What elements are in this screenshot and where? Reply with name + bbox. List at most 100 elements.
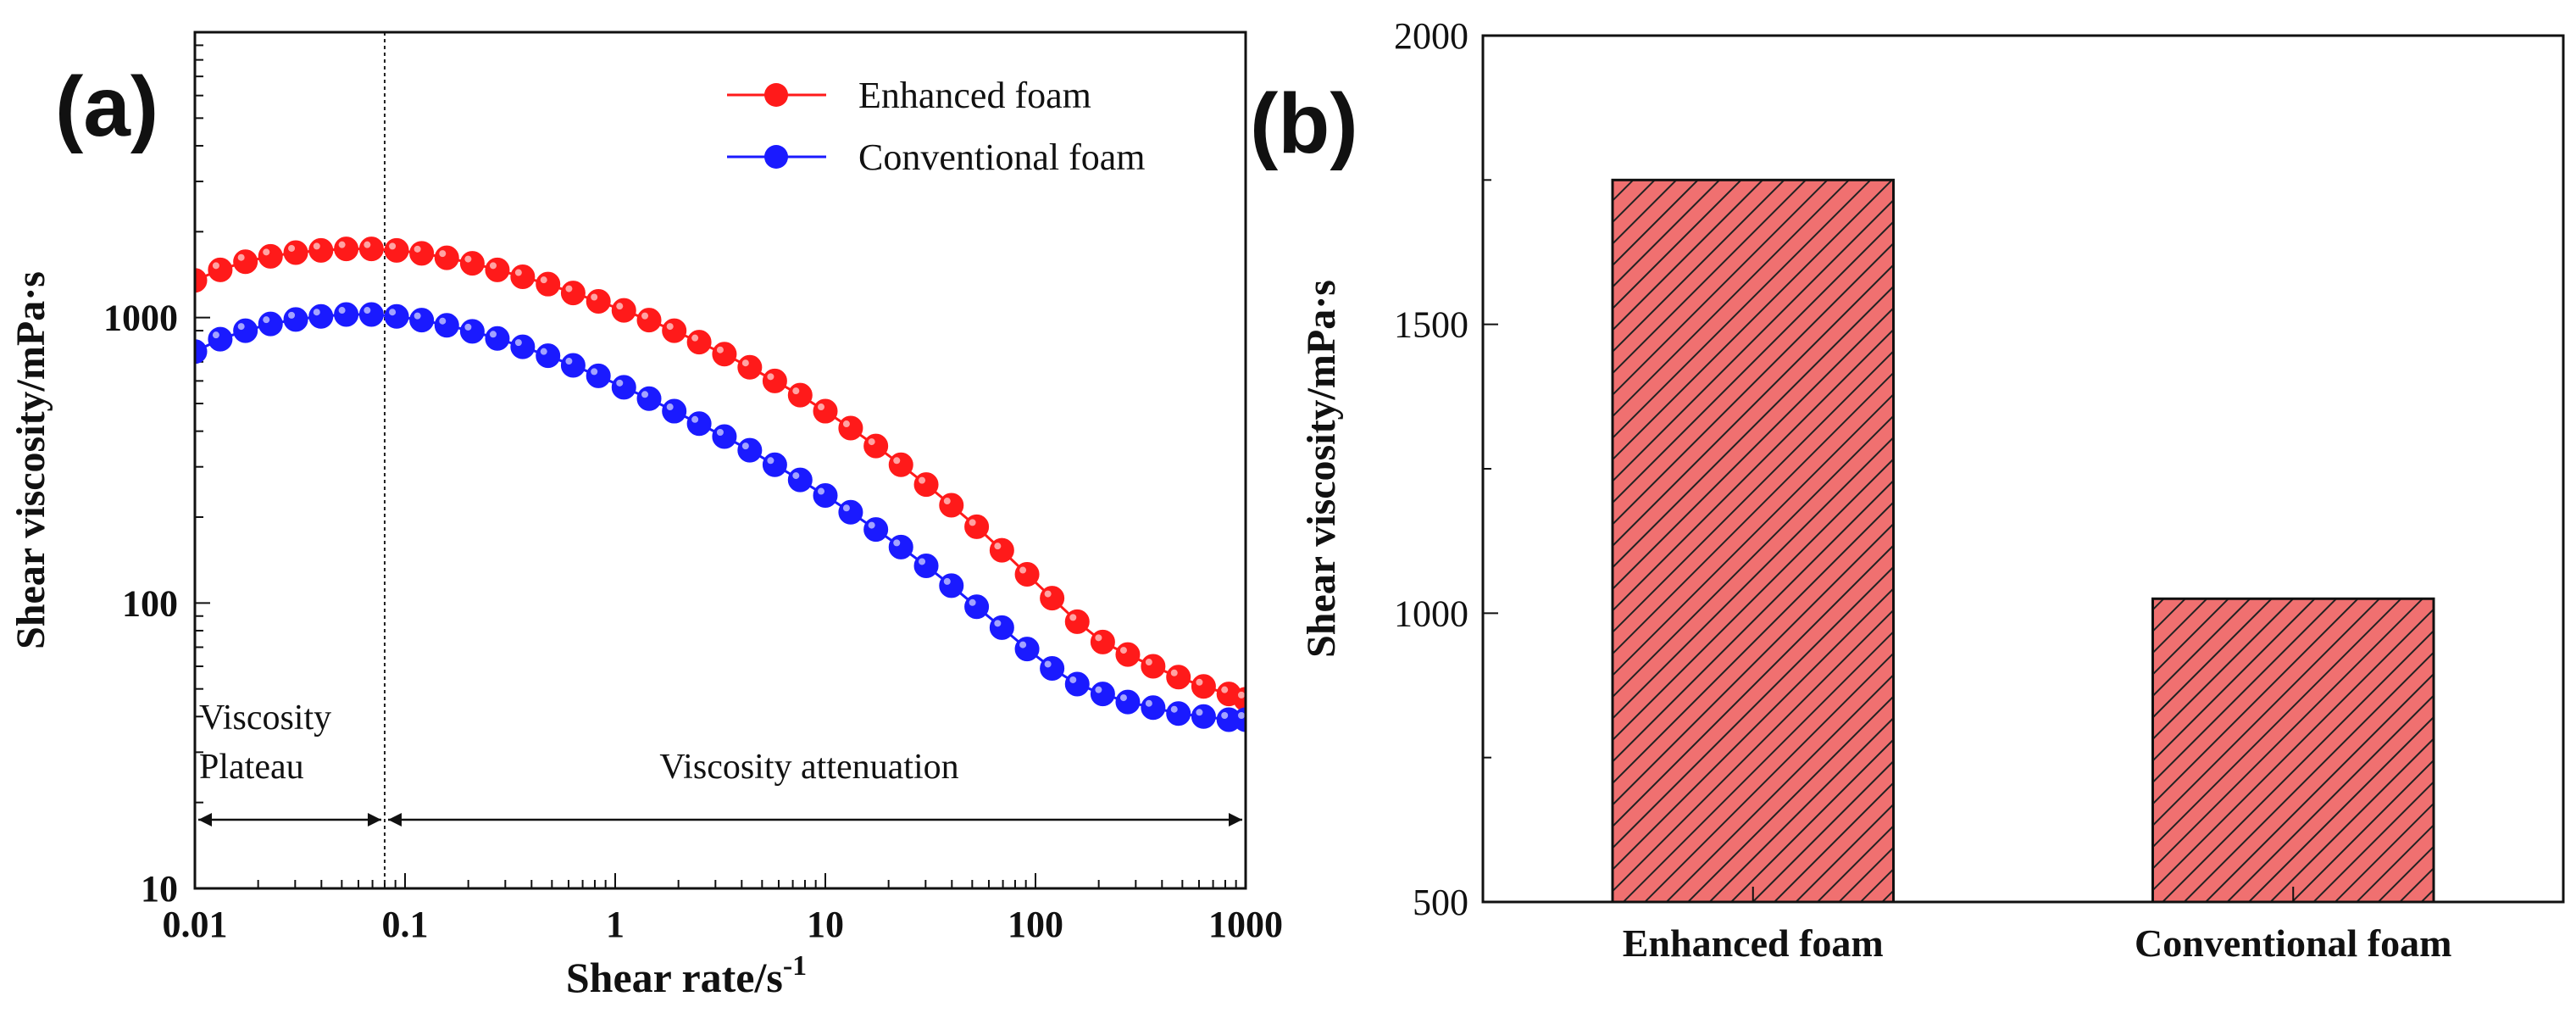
data-point xyxy=(838,499,863,525)
data-point xyxy=(913,472,939,498)
data-point xyxy=(434,245,459,270)
data-point xyxy=(1040,655,1065,681)
bar-conventional-foam xyxy=(2151,597,2435,904)
legend-marker-enhanced xyxy=(764,83,788,107)
data-point-highlight xyxy=(364,241,371,248)
data-point xyxy=(1166,701,1191,726)
data-point-highlight xyxy=(338,241,346,248)
data-point-highlight xyxy=(868,521,875,529)
data-point xyxy=(636,386,662,411)
data-point xyxy=(737,354,763,380)
data-point xyxy=(208,257,233,282)
data-point-highlight xyxy=(1145,659,1152,666)
x-tick-label: 1000 xyxy=(1208,904,1283,945)
data-point xyxy=(1040,586,1065,611)
chart-a-region-arrows xyxy=(198,813,1242,827)
data-point xyxy=(611,298,636,323)
data-point xyxy=(989,537,1014,563)
y-tick-label: 10 xyxy=(141,868,178,910)
data-point xyxy=(1090,629,1115,654)
data-point xyxy=(485,326,510,351)
data-point-highlight xyxy=(1095,686,1102,693)
data-point-highlight xyxy=(741,359,749,367)
data-point xyxy=(964,594,990,620)
chart-a-y-axis-title: Shear viscosity/mPa·s xyxy=(8,271,53,649)
data-point-highlight xyxy=(994,620,1002,627)
data-point-highlight xyxy=(1044,590,1052,598)
data-point xyxy=(1115,642,1141,667)
data-point xyxy=(459,319,485,344)
chart-a-x-axis-title-main: Shear rate/s xyxy=(566,954,783,1001)
chart-a-y-tick-labels: 10 100 1000 xyxy=(103,298,178,910)
data-point-highlight xyxy=(818,487,824,495)
data-point xyxy=(195,339,208,365)
plateau-arrow-head-right xyxy=(367,813,381,827)
data-point xyxy=(611,375,636,400)
data-point-highlight xyxy=(263,316,270,324)
data-point-highlight xyxy=(464,255,472,263)
legend-marker-conventional xyxy=(764,145,788,169)
data-point xyxy=(208,326,233,352)
data-point xyxy=(283,240,308,265)
data-point-highlight xyxy=(1196,709,1203,716)
data-point xyxy=(258,311,283,337)
data-point xyxy=(536,343,561,369)
bar-enhanced-foam xyxy=(1611,178,1895,904)
data-point-highlight xyxy=(1196,678,1203,686)
data-point xyxy=(1166,665,1191,690)
y-tick-label: 100 xyxy=(122,582,178,624)
y-tick-label: 1000 xyxy=(103,298,178,339)
y-tick-label: 1000 xyxy=(1394,593,1468,634)
x-tick-label: 10 xyxy=(807,904,844,945)
data-point-highlight xyxy=(1119,694,1127,702)
data-point xyxy=(1191,674,1216,699)
data-point-highlight xyxy=(893,457,901,465)
data-point-highlight xyxy=(893,539,901,547)
data-point-highlight xyxy=(565,285,573,292)
y-tick-label: 500 xyxy=(1413,882,1468,923)
data-point-highlight xyxy=(666,404,674,411)
data-point xyxy=(308,303,334,329)
data-point-highlight xyxy=(1069,614,1077,621)
data-point xyxy=(1090,682,1115,707)
plateau-arrow-head-left xyxy=(198,813,212,827)
data-point xyxy=(195,268,208,293)
data-point xyxy=(1064,609,1090,634)
data-point xyxy=(384,237,409,263)
data-point xyxy=(510,334,536,359)
data-point xyxy=(712,342,737,367)
data-point-highlight xyxy=(187,344,194,351)
data-point xyxy=(888,452,913,477)
data-point xyxy=(258,243,283,269)
data-point-highlight xyxy=(691,415,699,423)
data-point xyxy=(989,615,1014,640)
data-point-highlight xyxy=(263,248,270,256)
data-point-highlight xyxy=(842,504,850,512)
data-point-highlight xyxy=(1069,676,1077,683)
x-tick-label: 1 xyxy=(606,904,625,945)
data-point xyxy=(308,237,334,263)
data-point xyxy=(662,398,687,424)
data-point xyxy=(358,237,384,262)
data-point xyxy=(334,237,359,262)
category-label: Conventional foam xyxy=(2135,921,2451,965)
data-point xyxy=(686,411,712,437)
chart-a-legend: Enhanced foam Conventional foam xyxy=(727,75,1146,178)
data-point xyxy=(358,302,384,327)
data-point xyxy=(838,415,863,441)
data-point-highlight xyxy=(489,331,497,338)
chart-a: 0.01 0.1 1 10 100 1000 10 100 1000 Shear rate/s… xyxy=(8,31,1283,1001)
data-point-highlight xyxy=(237,323,245,331)
data-point-highlight xyxy=(1170,705,1178,713)
data-point-highlight xyxy=(414,245,421,253)
data-point-highlight xyxy=(464,323,472,331)
data-point-highlight xyxy=(237,253,245,261)
data-point xyxy=(233,318,258,343)
data-point xyxy=(536,271,561,297)
data-point-highlight xyxy=(616,379,624,387)
data-point xyxy=(662,318,687,343)
data-point xyxy=(939,573,964,598)
data-point xyxy=(1014,637,1040,662)
data-point-highlight xyxy=(919,476,926,484)
x-tick-label: 100 xyxy=(1008,904,1063,945)
